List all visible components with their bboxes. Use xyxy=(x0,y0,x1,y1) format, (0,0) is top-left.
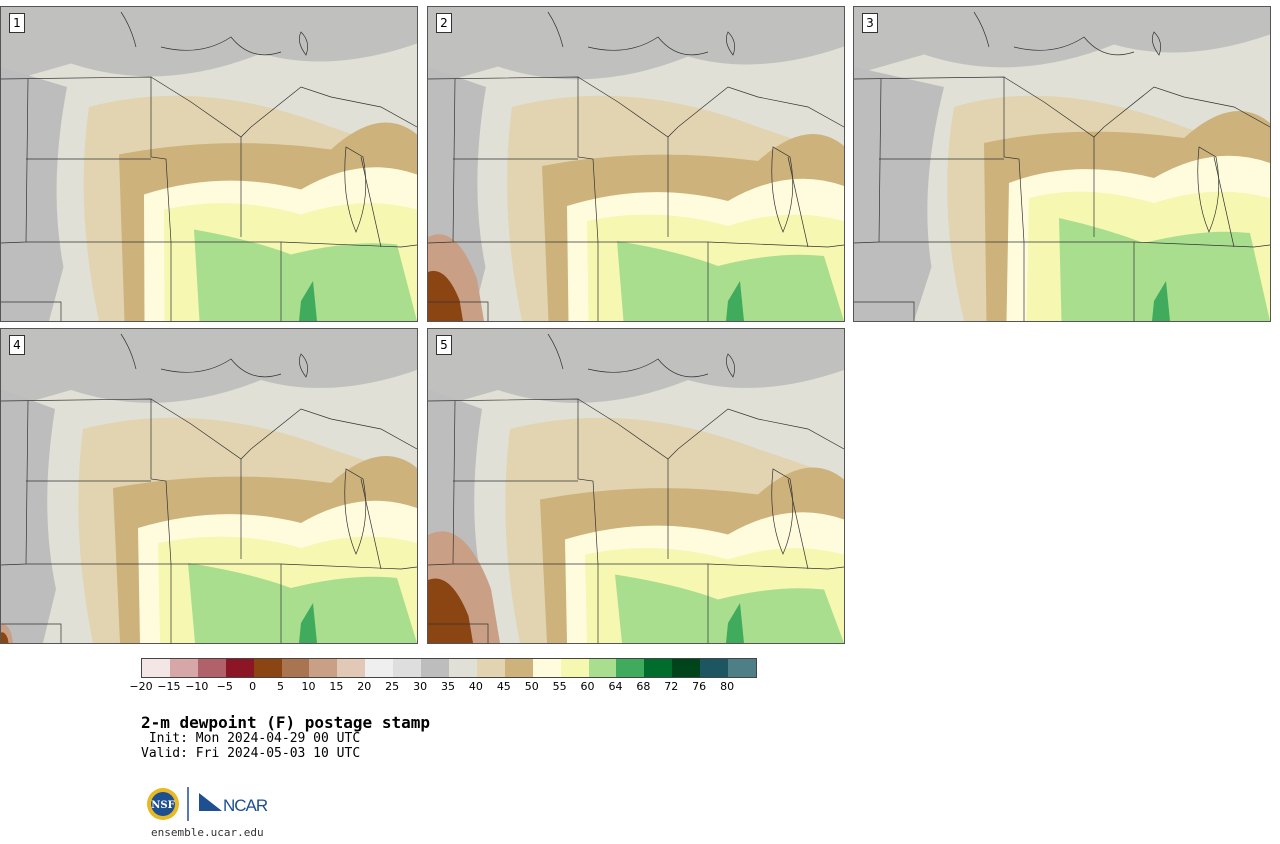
colorbar-tick-label: −20 xyxy=(129,680,153,693)
colorbar-swatch xyxy=(169,659,198,677)
colorbar-swatch xyxy=(672,659,701,677)
colorbar-tick-label: 80 xyxy=(720,680,735,693)
colorbar-swatch xyxy=(616,659,645,677)
colorbar-tick-label: 5 xyxy=(277,680,285,693)
colorbar-swatch xyxy=(309,659,338,677)
init-time: Init: Mon 2024-04-29 00 UTC xyxy=(141,731,361,746)
colorbar-tick-label: 20 xyxy=(357,680,372,693)
colorbar-tick-label: −5 xyxy=(216,680,233,693)
colorbar-tick-label: 45 xyxy=(496,680,511,693)
ensemble-member-panel[interactable]: 3 xyxy=(853,6,1271,322)
colorbar-tick-label: 15 xyxy=(329,680,344,693)
dewpoint-map xyxy=(854,7,1270,321)
panel-number-label: 3 xyxy=(862,13,878,33)
colorbar-swatch xyxy=(253,659,282,677)
colorbar-swatch xyxy=(448,659,477,677)
colorbar-swatch xyxy=(532,659,561,677)
colorbar-tick-label: 10 xyxy=(301,680,316,693)
ensemble-member-panel[interactable]: 4 xyxy=(0,328,418,644)
panel-number-label: 1 xyxy=(9,13,25,33)
colorbar xyxy=(141,658,757,678)
colorbar-swatch xyxy=(504,659,533,677)
colorbar-swatch xyxy=(644,659,673,677)
figure-title: 2-m dewpoint (F) postage stamp xyxy=(141,713,430,732)
colorbar-swatch xyxy=(728,659,756,677)
colorbar-swatch xyxy=(142,659,170,677)
colorbar-tick-label: 60 xyxy=(580,680,595,693)
svg-text:NSF: NSF xyxy=(151,800,174,811)
colorbar-tick-label: 72 xyxy=(664,680,679,693)
colorbar-tick-label: 64 xyxy=(608,680,623,693)
colorbar-swatch xyxy=(700,659,729,677)
colorbar-tick-label: 76 xyxy=(692,680,707,693)
panel-number-label: 2 xyxy=(436,13,452,33)
colorbar-swatch xyxy=(421,659,449,677)
logos: NSF NCAR xyxy=(145,785,275,825)
ensemble-member-panel[interactable]: 5 xyxy=(427,328,845,644)
colorbar-swatch xyxy=(476,659,505,677)
dewpoint-map xyxy=(428,7,844,321)
colorbar-tick-label: 55 xyxy=(552,680,567,693)
colorbar-swatch xyxy=(197,659,226,677)
colorbar-swatch xyxy=(588,659,617,677)
dewpoint-map xyxy=(428,329,844,643)
ensemble-member-panel[interactable]: 1 xyxy=(0,6,418,322)
panel-number-label: 4 xyxy=(9,335,25,355)
colorbar-tick-label: −10 xyxy=(185,680,209,693)
colorbar-swatch xyxy=(337,659,366,677)
website-url: ensemble.ucar.edu xyxy=(151,826,264,839)
dewpoint-map xyxy=(1,329,417,643)
colorbar-tick-label: 25 xyxy=(385,680,400,693)
valid-time: Valid: Fri 2024-05-03 10 UTC xyxy=(141,746,361,761)
colorbar-tick-label: 30 xyxy=(413,680,428,693)
colorbar-swatch xyxy=(365,659,394,677)
colorbar-tick-label: −15 xyxy=(157,680,181,693)
colorbar-swatch xyxy=(393,659,422,677)
ensemble-member-panel[interactable]: 2 xyxy=(427,6,845,322)
colorbar-ticks: −20 −15 −10 −5 0 5 10 15 20 25 30 35 40 45 50 55 60 64 68 7… xyxy=(129,680,755,694)
colorbar-tick-label: 35 xyxy=(441,680,455,693)
svg-text:NCAR: NCAR xyxy=(223,796,268,815)
colorbar-tick-label: 40 xyxy=(468,680,483,693)
colorbar-swatch xyxy=(281,659,310,677)
dewpoint-map xyxy=(1,7,417,321)
colorbar-tick-label: 68 xyxy=(636,680,651,693)
colorbar-swatch xyxy=(560,659,589,677)
colorbar-tick-label: 0 xyxy=(249,680,257,693)
colorbar-tick-label: 50 xyxy=(524,680,539,693)
colorbar-swatch xyxy=(225,659,254,677)
nsf-ncar-logo: NSF NCAR xyxy=(147,787,269,821)
panel-number-label: 5 xyxy=(436,335,452,355)
